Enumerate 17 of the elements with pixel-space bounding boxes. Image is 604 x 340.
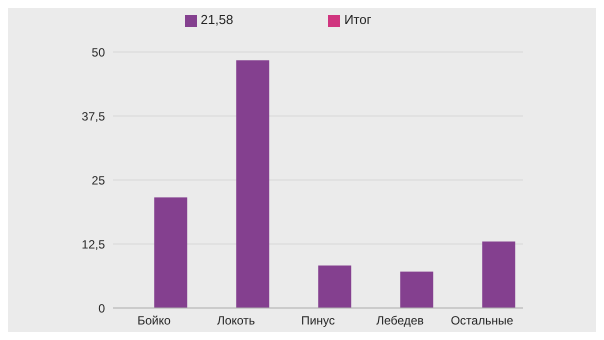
y-tick-label: 12,5 bbox=[82, 237, 106, 252]
y-tick-label: 0 bbox=[98, 301, 106, 316]
bar bbox=[236, 60, 270, 308]
x-tick-label: Лебедев bbox=[376, 314, 424, 328]
x-tick-label: Бойко bbox=[137, 314, 171, 328]
legend-label: 21,58 bbox=[200, 12, 234, 27]
x-tick-label: Локоть bbox=[216, 314, 256, 328]
y-tick-label: 37,5 bbox=[82, 109, 106, 124]
y-tick-label: 25 bbox=[92, 173, 106, 188]
bar bbox=[154, 197, 188, 308]
y-tick-label: 50 bbox=[92, 45, 106, 60]
legend-label: Итог bbox=[344, 12, 372, 27]
bar bbox=[400, 272, 434, 308]
bar bbox=[482, 241, 516, 308]
x-tick-label: Остальные bbox=[450, 314, 514, 328]
x-tick-label: Пинус bbox=[301, 314, 335, 328]
bar bbox=[318, 266, 352, 308]
